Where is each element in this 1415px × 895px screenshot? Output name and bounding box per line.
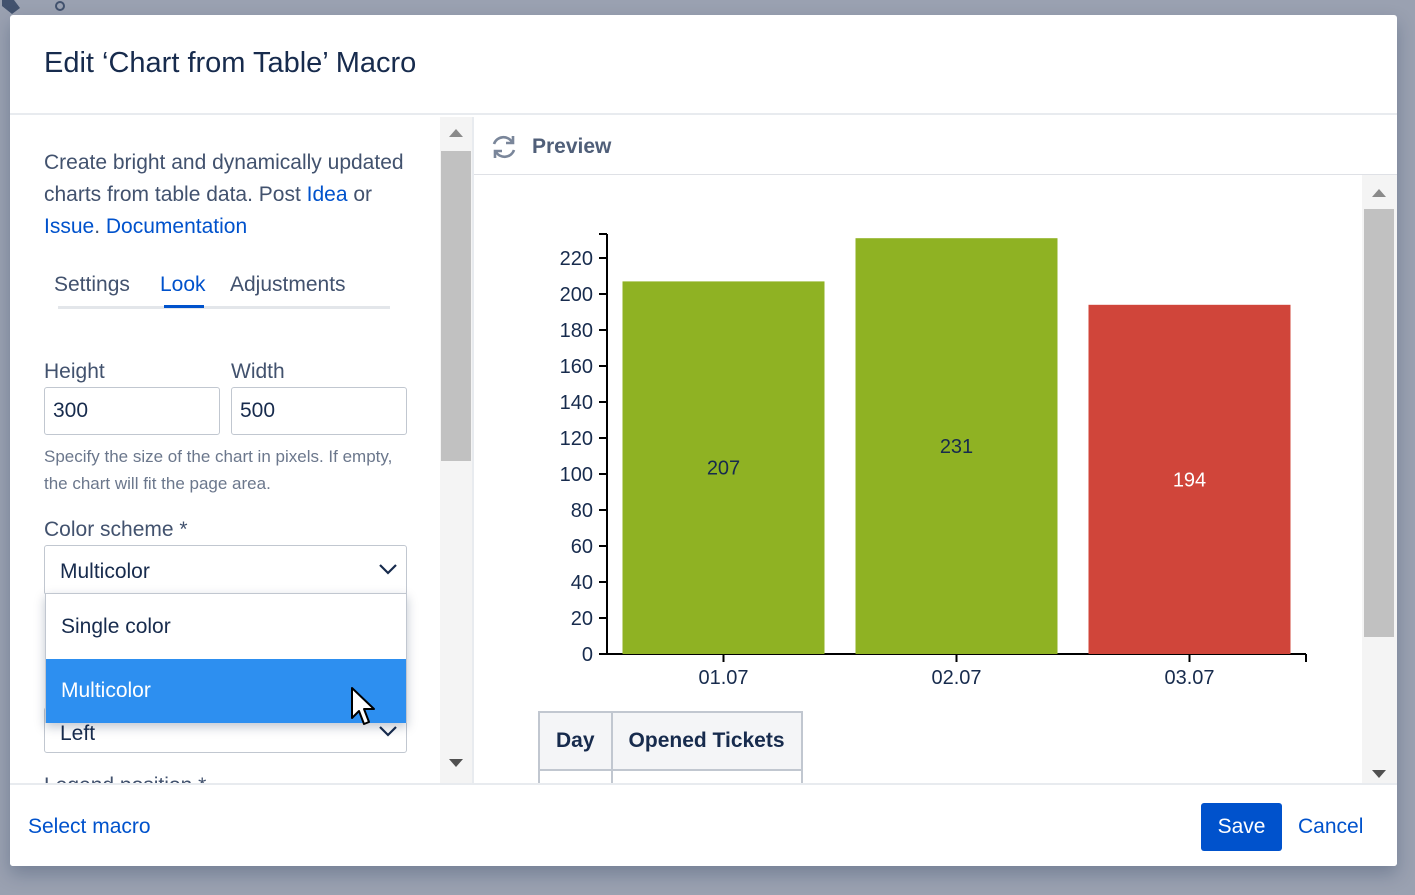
tab-settings[interactable]: Settings [54,273,130,296]
tab-bar: Settings Look Adjustments [54,269,390,309]
height-label: Height [44,360,105,383]
panel-divider [472,117,474,783]
bar-chart: 0 20 40 60 80 100 120 140 160 180 200 220 207 01.07 23… [560,233,1307,689]
scrollbar-thumb[interactable] [1364,209,1394,637]
table-header-day: Day [538,711,613,771]
dialog-header: Edit ‘Chart from Table’ Macro [10,15,1397,115]
macro-edit-dialog: Edit ‘Chart from Table’ Macro Create bri… [10,15,1397,866]
x-tick-label: 01.07 [698,667,748,689]
scroll-down-icon[interactable] [1372,770,1386,778]
scroll-up-icon[interactable] [1372,189,1386,197]
x-tick-label: 03.07 [1164,667,1214,689]
idea-link[interactable]: Idea [306,183,348,206]
preview-title: Preview [532,135,612,158]
data-table: Day Opened Tickets [538,711,803,783]
dialog-title: Edit ‘Chart from Table’ Macro [44,47,417,79]
left-panel-scrollbar[interactable] [440,117,472,783]
scroll-down-icon[interactable] [449,759,463,767]
mouse-cursor-icon [351,687,375,725]
y-tick-label: 180 [560,320,593,342]
preview-header: Preview [474,117,1397,175]
color-scheme-dropdown: Single color Multicolor [45,593,407,723]
tab-adjustments[interactable]: Adjustments [230,273,346,296]
y-tick-label: 100 [560,464,593,486]
refresh-icon[interactable] [490,133,518,161]
chevron-down-icon [379,564,397,575]
bar-data-label: 194 [1173,469,1206,491]
save-button[interactable]: Save [1201,803,1282,851]
y-tick-label: 60 [571,536,593,558]
bar-02.07 [855,238,1058,654]
color-scheme-select[interactable]: Multicolor [44,545,407,595]
dialog-footer: Select macro Save Cancel [10,783,1397,866]
preview-scrollbar[interactable] [1362,175,1397,783]
cancel-link[interactable]: Cancel [1298,815,1364,838]
background-toolbar-icons [2,0,65,14]
y-tick-label: 0 [582,644,593,666]
select-macro-link[interactable]: Select macro [28,815,151,838]
intro-text: Create bright and dynamically updated ch… [44,151,404,238]
size-help-text: Specify the size of the chart in pixels.… [44,447,393,493]
y-tick-label: 220 [560,248,593,270]
documentation-link[interactable]: Documentation [105,215,248,238]
y-tick-label: 40 [571,572,593,594]
scroll-up-icon[interactable] [449,129,463,137]
scrollbar-thumb[interactable] [441,151,471,461]
active-tab-indicator [164,305,204,308]
settings-panel: Create bright and dynamically updated ch… [10,117,472,783]
issue-link[interactable]: Issue [44,215,95,238]
chevron-down-icon [379,726,397,737]
option-single-color[interactable]: Single color [61,615,171,638]
width-label: Width [231,360,285,383]
y-tick-label: 120 [560,428,593,450]
x-tick-label: 02.07 [931,667,981,689]
height-input[interactable] [44,387,220,435]
tab-look[interactable]: Look [160,273,206,296]
y-tick-label: 140 [560,392,593,414]
option-multicolor[interactable]: Multicolor [46,659,406,723]
color-scheme-value: Multicolor [60,560,150,583]
bar-01.07 [622,281,825,654]
table-row [538,769,803,783]
y-tick-label: 160 [560,356,593,378]
color-scheme-label: Color scheme * [44,518,188,541]
y-tick-label: 20 [571,608,593,630]
bar-data-label: 207 [707,458,740,480]
label-position-value: Left [60,722,96,745]
width-input[interactable] [231,387,407,435]
bar-03.07 [1088,304,1291,654]
legend-position-label: Legend position * [44,774,206,783]
bar-data-label: 231 [940,436,973,458]
y-tick-label: 200 [560,284,593,306]
preview-area: 0 20 40 60 80 100 120 140 160 180 200 220 207 01.07 23… [474,175,1362,783]
y-tick-label: 80 [571,500,593,522]
table-header-opened-tickets: Opened Tickets [610,711,803,771]
